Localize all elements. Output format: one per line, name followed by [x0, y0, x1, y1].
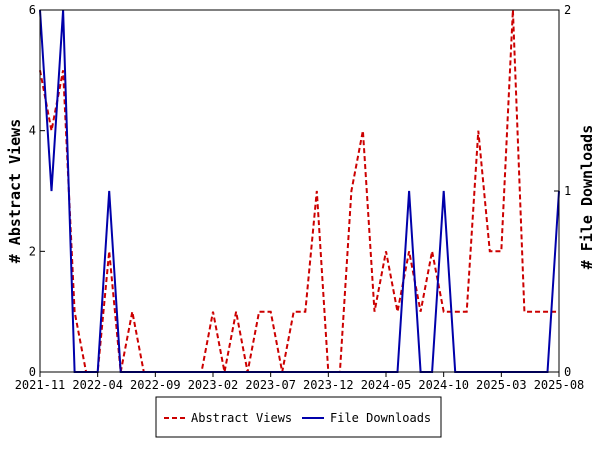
x-tick-label: 2024-05: [361, 378, 412, 392]
y-left-tick-label: 2: [29, 244, 36, 258]
x-tick-label: 2023-07: [245, 378, 296, 392]
y-right-tick-label: 2: [564, 3, 571, 17]
legend-label-abstract-views: Abstract Views: [191, 411, 292, 425]
y-left-tick-label: 6: [29, 3, 36, 17]
x-tick-label: 2025-03: [476, 378, 527, 392]
x-tick-label: 2024-10: [418, 378, 469, 392]
series-line-abstract-views: [39, 9, 559, 373]
x-tick-label: 2021-11: [15, 378, 66, 392]
x-tick-label: 2022-04: [72, 378, 123, 392]
legend-box: [155, 396, 442, 438]
y-left-tick-label: 4: [29, 124, 36, 138]
x-tick-label: 2022-09: [130, 378, 181, 392]
x-tick-label: 2023-12: [303, 378, 354, 392]
x-axis: 2021-11 2022-04 2022-09 2023-02 2023-07 2023-…: [15, 372, 585, 392]
y-axis-right-title: # File Downloads: [578, 125, 596, 270]
y-axis-right: 0 1 2: [554, 3, 571, 379]
y-axis-left-title: # Abstract Views: [6, 119, 24, 264]
x-tick-label: 2023-02: [188, 378, 239, 392]
y-axis-left: 0 2 4 6: [29, 3, 45, 379]
series-lines: [39, 9, 560, 373]
y-left-tick-label: 0: [29, 365, 36, 379]
legend: Abstract Views File Downloads: [155, 396, 442, 438]
legend-label-file-downloads: File Downloads: [330, 411, 431, 425]
y-right-tick-label: 0: [564, 365, 571, 379]
x-tick-label: 2025-08: [534, 378, 585, 392]
series-line-file-downloads: [39, 9, 560, 373]
y-right-tick-label: 1: [564, 184, 571, 198]
